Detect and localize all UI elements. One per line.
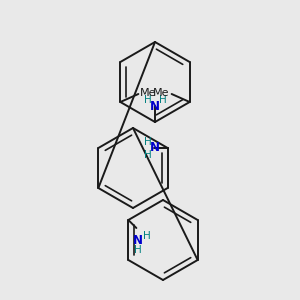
Text: H: H [159,95,167,105]
Text: N: N [150,100,160,112]
Text: Me: Me [153,88,169,98]
Text: H: H [144,95,152,105]
Text: Me: Me [140,88,157,98]
Text: H: H [144,150,152,160]
Text: N: N [150,142,160,154]
Text: H: H [143,231,151,241]
Text: H: H [144,137,152,147]
Text: H: H [134,245,142,255]
Text: N: N [134,233,143,247]
